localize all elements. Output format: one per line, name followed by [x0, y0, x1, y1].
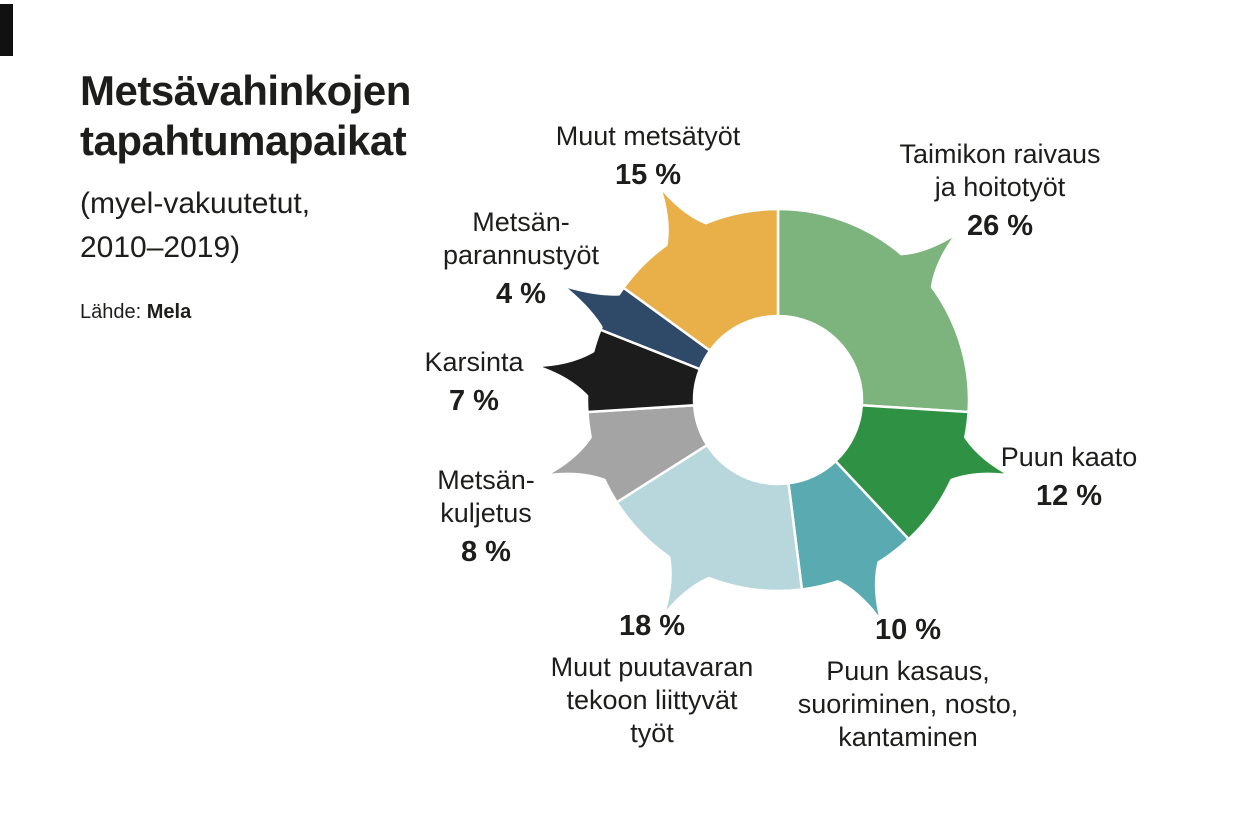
- slice-label: Muut puutavaran: [550, 652, 754, 682]
- slice-label: parannustyöt: [442, 240, 600, 270]
- slice-percent: 7 %: [449, 385, 499, 417]
- callout-muut-metsatyot: Muut metsätyöt 15 %: [508, 120, 788, 192]
- slice-label: kantaminen: [838, 722, 978, 752]
- slice-tail-muut-metsatyot: [662, 191, 710, 250]
- slice-percent: 4 %: [496, 278, 546, 310]
- slice-label: tekoon liittyvät: [566, 685, 738, 715]
- slice-label: suoriminen, nosto,: [797, 689, 1019, 719]
- callout-muut-puutavaran: 18 % Muut puutavaran tekoon liittyvät ty…: [512, 610, 792, 750]
- title-line-1: Metsävahinkojen: [80, 67, 411, 114]
- slice-label: Muut metsätyöt: [555, 121, 741, 151]
- slice-tail-puun-kaato: [946, 434, 1005, 481]
- slice-label: Puun kaato: [1000, 442, 1138, 472]
- corner-mark: [0, 4, 13, 56]
- slice-tail-taimikon-raivaus: [896, 237, 953, 292]
- source-name: Mela: [146, 301, 192, 323]
- title-line-2: tapahtumapaikat: [80, 117, 407, 164]
- slice-tail-metsankuljetus: [551, 434, 610, 481]
- slice-label: työt: [630, 718, 674, 748]
- source-prefix: Lähde:: [80, 301, 142, 323]
- slice-tail-puun-kasaus: [834, 557, 879, 616]
- slice-label: Metsän-: [472, 207, 570, 237]
- source-line: Lähde: Mela: [80, 301, 191, 324]
- slice-muut-puutavaran: [614, 443, 804, 593]
- slice-label: Karsinta: [424, 347, 524, 377]
- slice-taimikon-raivaus: [776, 207, 971, 414]
- slice-percent: 26 %: [966, 210, 1034, 242]
- slice-tail-karsinta: [542, 350, 598, 399]
- slice-tail-muut-puutavaran: [666, 552, 713, 611]
- page-title: Metsävahinkojen tapahtumapaikat: [80, 66, 411, 166]
- slice-label: Puun kasaus,: [826, 656, 990, 686]
- slice-label: Metsän-: [437, 465, 535, 495]
- slice-percent: 8 %: [461, 536, 511, 568]
- slice-label: Taimikon raivaus: [899, 139, 1101, 169]
- slice-percent: 12 %: [1035, 480, 1103, 512]
- slice-label: kuljetus: [440, 498, 532, 528]
- callout-karsinta: Karsinta 7 %: [374, 346, 574, 418]
- page-subtitle: (myel-vakuutetut, 2010–2019): [80, 182, 310, 270]
- callout-puun-kasaus: 10 % Puun kasaus, suoriminen, nosto, kan…: [758, 614, 1058, 754]
- slice-percent: 15 %: [614, 159, 682, 191]
- callout-puun-kaato: Puun kaato 12 %: [959, 441, 1179, 513]
- subtitle-line-1: (myel-vakuutetut,: [80, 187, 311, 220]
- subtitle-line-2: 2010–2019): [80, 231, 241, 264]
- slice-tail-metsanparannustyot: [567, 288, 624, 331]
- callout-taimikon-raivaus: Taimikon raivaus ja hoitotyöt 26 %: [860, 138, 1140, 243]
- callout-metsanparannustyot: Metsän- parannustyöt 4 %: [406, 206, 636, 311]
- slice-muut-metsatyot: [621, 207, 780, 353]
- slice-label: ja hoitotyöt: [934, 172, 1066, 202]
- slice-percent: 18 %: [618, 610, 686, 642]
- slice-percent: 10 %: [874, 614, 942, 646]
- callout-metsankuljetus: Metsän- kuljetus 8 %: [391, 464, 581, 569]
